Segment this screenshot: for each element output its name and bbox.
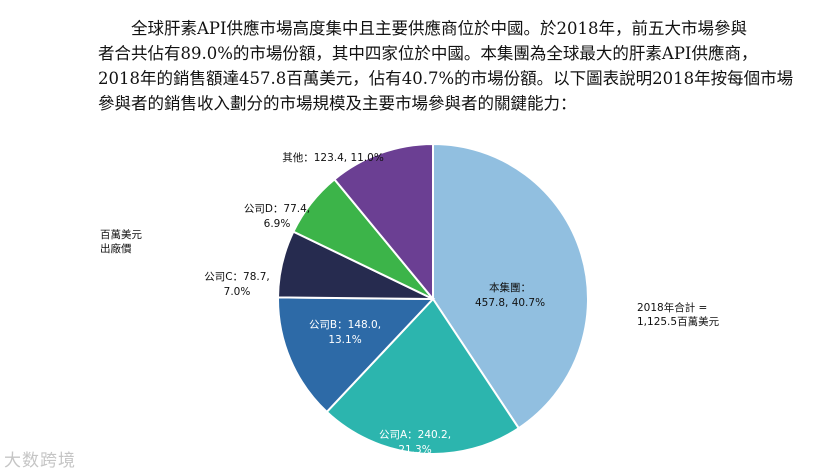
- slice-label-6: 其他：123.4, 11.0%: [282, 151, 384, 164]
- watermark-logo: 大数跨境: [4, 446, 76, 471]
- slice-label-line: 公司B：148.0,: [309, 319, 381, 331]
- slice-label-line: 21.3%: [398, 444, 431, 456]
- unit-label-line: 百萬美元: [100, 229, 142, 241]
- slice-label-1: 本集團： 457.8, 40.7%: [475, 281, 545, 309]
- total-label: 2018年合計 = 1,125.5百萬美元: [637, 301, 719, 329]
- pie-slices: [276, 142, 589, 455]
- slice-label-line: 公司A：240.2,: [379, 429, 451, 441]
- intro-line: 全球肝素API供應市場高度集中且主要供應商位於中國。於2018年，前五大市場參與: [131, 19, 748, 38]
- slice-label-line: 457.8, 40.7%: [475, 297, 545, 309]
- pie-slice-2: [325, 297, 521, 455]
- intro-line: 參與者的銷售收入劃分的市場規模及主要市場參與者的關鍵能力：: [98, 94, 577, 113]
- slice-label-line: 公司C：78.7,: [204, 271, 270, 283]
- slice-label-line: 本集團：: [489, 281, 531, 294]
- unit-label: 百萬美元 出廠價: [100, 228, 142, 256]
- slice-label-line: 6.9%: [264, 218, 291, 230]
- slice-label-line: 其他：123.4, 11.0%: [282, 151, 384, 164]
- intro-line: 2018年的銷售額達457.8百萬美元，佔有40.7%的市場份額。以下圖表說明2…: [98, 69, 794, 88]
- intro-line: 者合共佔有89.0%的市場份額，其中四家位於中國。本集團為全球最大的肝素API供…: [98, 44, 758, 63]
- slice-label-3: 公司B：148.0, 13.1%: [309, 319, 381, 346]
- pie-slice-3: [277, 296, 436, 414]
- total-label-line: 2018年合計 =: [637, 302, 708, 314]
- slice-label-line: 13.1%: [328, 334, 361, 346]
- unit-label-line: 出廠價: [100, 243, 132, 255]
- watermark-text: 大数跨境: [4, 451, 76, 471]
- slice-label-4: 公司C：78.7, 7.0%: [204, 271, 270, 298]
- total-label-line: 1,125.5百萬美元: [637, 316, 720, 328]
- pie-labels: 本集團： 457.8, 40.7% 公司A：240.2, 21.3% 公司B：148.0…: [204, 151, 545, 456]
- slice-label-line: 7.0%: [224, 286, 251, 298]
- intro-paragraph: 全球肝素API供應市場高度集中且主要供應商位於中國。於2018年，前五大市場參與…: [98, 16, 798, 116]
- slice-label-5: 公司D：77.4, 6.9%: [244, 203, 310, 230]
- pie-slice-6: [333, 142, 434, 302]
- slice-label-line: 公司D：77.4,: [244, 203, 310, 215]
- slice-label-2: 公司A：240.2, 21.3%: [379, 429, 451, 456]
